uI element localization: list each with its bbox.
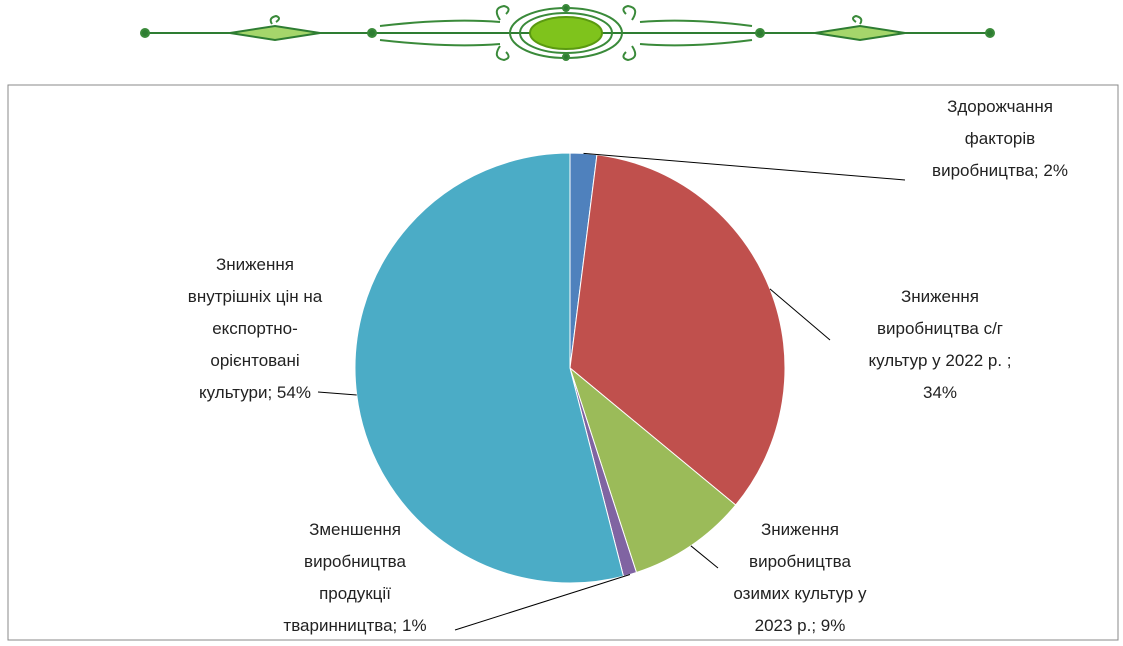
pie-slice <box>568 366 737 574</box>
data-label: Зниження внутрішніх цін на експортно-орієн… <box>188 255 323 402</box>
leader-line <box>583 152 906 181</box>
leader-line <box>690 545 719 569</box>
data-label: Зменшення виробництва продукції тваринництв… <box>283 520 426 635</box>
ornament <box>140 4 995 62</box>
leader-line <box>454 573 631 631</box>
leader-line <box>769 288 831 341</box>
data-label: Зниження виробництва с/г культур у 2022 р.… <box>868 287 1011 402</box>
data-label: Зниження виробництва озимих культур у 2023 … <box>733 520 867 635</box>
data-label: Здорожчання факторів виробництва; 2% <box>932 97 1068 180</box>
pie <box>354 152 786 584</box>
leader-line <box>317 391 357 396</box>
